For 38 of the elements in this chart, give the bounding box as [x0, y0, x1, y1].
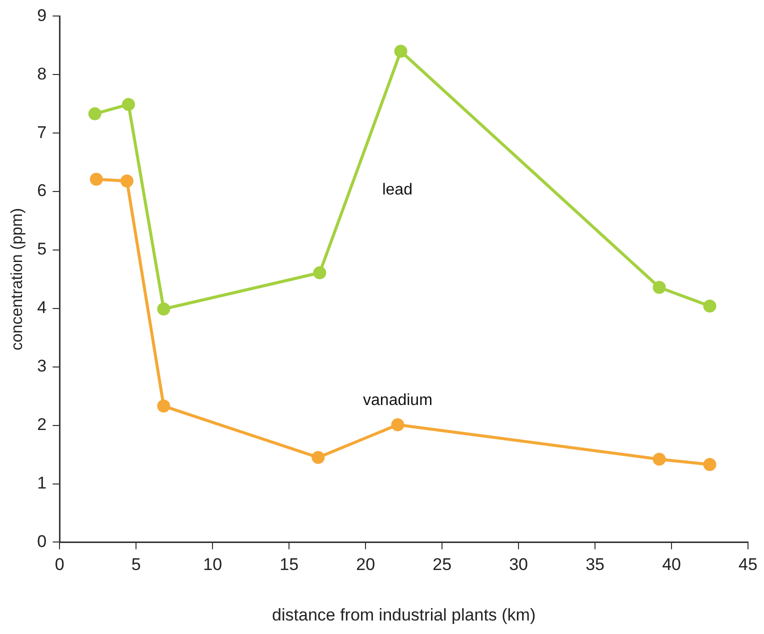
x-tick-label: 45	[738, 555, 758, 574]
y-tick-label: 9	[37, 6, 47, 25]
y-tick-label: 4	[37, 298, 47, 318]
point	[120, 174, 134, 188]
point	[652, 452, 666, 466]
y-tick-label: 1	[37, 473, 47, 492]
y-tick-label: 3	[37, 356, 47, 376]
point	[312, 450, 325, 464]
point	[90, 172, 103, 186]
point	[391, 418, 404, 432]
point	[88, 107, 102, 120]
x-tick-label: 40	[662, 555, 681, 574]
x-tick-label: 25	[432, 555, 452, 574]
x-axis-title: distance from industrial plants (km)	[272, 605, 536, 624]
point	[157, 302, 170, 316]
x-tick-label: 15	[280, 555, 299, 574]
point	[703, 300, 716, 313]
y-tick-label: 2	[37, 415, 47, 434]
x-tick-label: 35	[586, 555, 604, 574]
point	[122, 98, 135, 111]
point	[313, 266, 326, 280]
x-tick-label: 5	[131, 555, 141, 574]
y-tick-label: 6	[37, 181, 47, 200]
point	[652, 280, 666, 294]
y-tick-label: 5	[37, 240, 47, 259]
point	[394, 44, 408, 58]
x-tick-label: 0	[54, 555, 64, 574]
point	[157, 400, 170, 413]
x-tick-label: 20	[356, 555, 376, 574]
point	[703, 458, 716, 471]
y-tick-label: 0	[37, 532, 47, 551]
series-label: vanadium	[363, 392, 432, 410]
y-axis-title: concentration (ppm)	[9, 208, 26, 350]
y-tick-label: 7	[37, 122, 47, 142]
x-tick-label: 10	[203, 555, 222, 574]
x-tick-label: 30	[509, 555, 528, 574]
series-label: lead	[382, 181, 412, 198]
y-tick-label: 8	[37, 64, 47, 84]
